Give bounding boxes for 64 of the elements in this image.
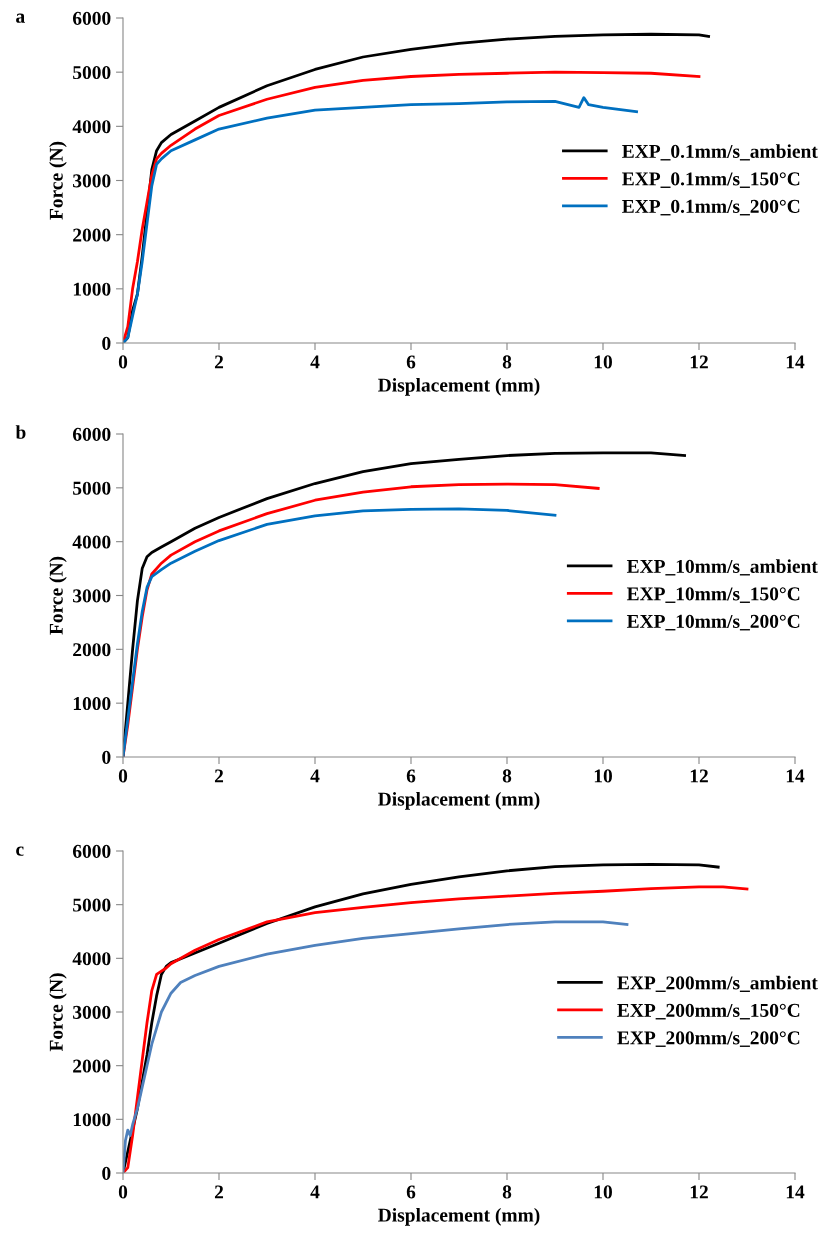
y-axis-title: Force (N) (49, 556, 67, 635)
y-tick-label: 1000 (73, 696, 111, 711)
y-tick-label: 4000 (72, 952, 111, 966)
x-tick-label: 4 (310, 769, 320, 783)
legend-label: EXP_200mm/s_150°C (617, 1003, 800, 1020)
y-tick-label: 2000 (73, 643, 111, 657)
legend-label: EXP_0.1mm/s_150°C (622, 172, 800, 188)
legend-label: EXP_10mm/s_150°C (626, 587, 800, 603)
x-tick-label: 2 (214, 1185, 224, 1199)
y-tick-label: 5000 (73, 898, 111, 912)
x-axis-title: Displacement (mm) (378, 791, 540, 810)
chart-title: b (15, 425, 26, 439)
y-tick-label: 2000 (73, 228, 111, 242)
x-axis-title: Displacement (mm) (378, 1207, 540, 1226)
y-tick-label: 4000 (72, 535, 111, 549)
legend-label: EXP_0.1mm/s_200°C (622, 199, 800, 216)
y-axis-title: Force (N) (49, 141, 67, 220)
y-tick-label: 6000 (72, 11, 111, 25)
x-tick-label: 4 (310, 1185, 320, 1199)
chart-title: c (16, 846, 24, 856)
y-tick-label: 1000 (73, 1113, 111, 1127)
x-tick-label: 6 (406, 1185, 416, 1199)
x-tick-label: 14 (786, 355, 805, 369)
y-tick-label: 0 (102, 336, 111, 350)
x-tick-label: 10 (594, 769, 612, 783)
x-tick-label: 0 (118, 769, 128, 783)
y-tick-label: 0 (102, 1166, 111, 1180)
x-tick-label: 12 (690, 355, 708, 369)
y-tick-label: 2000 (73, 1059, 111, 1073)
y-tick-label: 3000 (73, 589, 111, 603)
legend-label: EXP_200mm/s_200°C (617, 1031, 800, 1047)
x-tick-label: 6 (406, 769, 416, 783)
x-tick-label: 12 (690, 769, 708, 783)
y-tick-label: 3000 (73, 174, 111, 188)
x-tick-label: 14 (786, 769, 805, 783)
y-tick-label: 1000 (73, 282, 111, 296)
y-tick-label: 5000 (73, 65, 111, 80)
legend-label: EXP_10mm/s_ambient (626, 559, 818, 576)
x-tick-label: 8 (502, 355, 512, 369)
x-tick-label: 10 (594, 1185, 612, 1199)
y-tick-label: 6000 (72, 844, 111, 858)
y-tick-label: 0 (102, 750, 111, 764)
x-tick-label: 2 (214, 355, 224, 369)
x-tick-label: 2 (214, 769, 224, 783)
x-tick-label: 0 (118, 1185, 128, 1199)
x-tick-label: 4 (310, 355, 320, 369)
legend-label: EXP_10mm/s_200°C (626, 614, 800, 631)
chart-title: a (16, 13, 25, 23)
y-tick-label: 6000 (72, 427, 111, 441)
y-axis-title: Force (N) (49, 973, 67, 1052)
legend-label: EXP_0.1mm/s_ambient (622, 144, 818, 161)
x-tick-label: 8 (502, 769, 512, 783)
legend-label: EXP_200mm/s_ambient (617, 975, 818, 992)
x-tick-label: 14 (786, 1185, 805, 1199)
y-tick-label: 3000 (73, 1005, 111, 1019)
x-axis-title: Displacement (mm) (378, 377, 540, 396)
x-tick-label: 10 (594, 355, 612, 369)
x-tick-label: 8 (502, 1185, 512, 1199)
y-tick-label: 4000 (72, 120, 111, 134)
x-tick-label: 12 (690, 1185, 708, 1199)
x-tick-label: 6 (406, 355, 416, 369)
line-series (123, 507, 557, 757)
y-tick-label: 5000 (73, 481, 111, 495)
x-tick-label: 0 (118, 355, 128, 369)
